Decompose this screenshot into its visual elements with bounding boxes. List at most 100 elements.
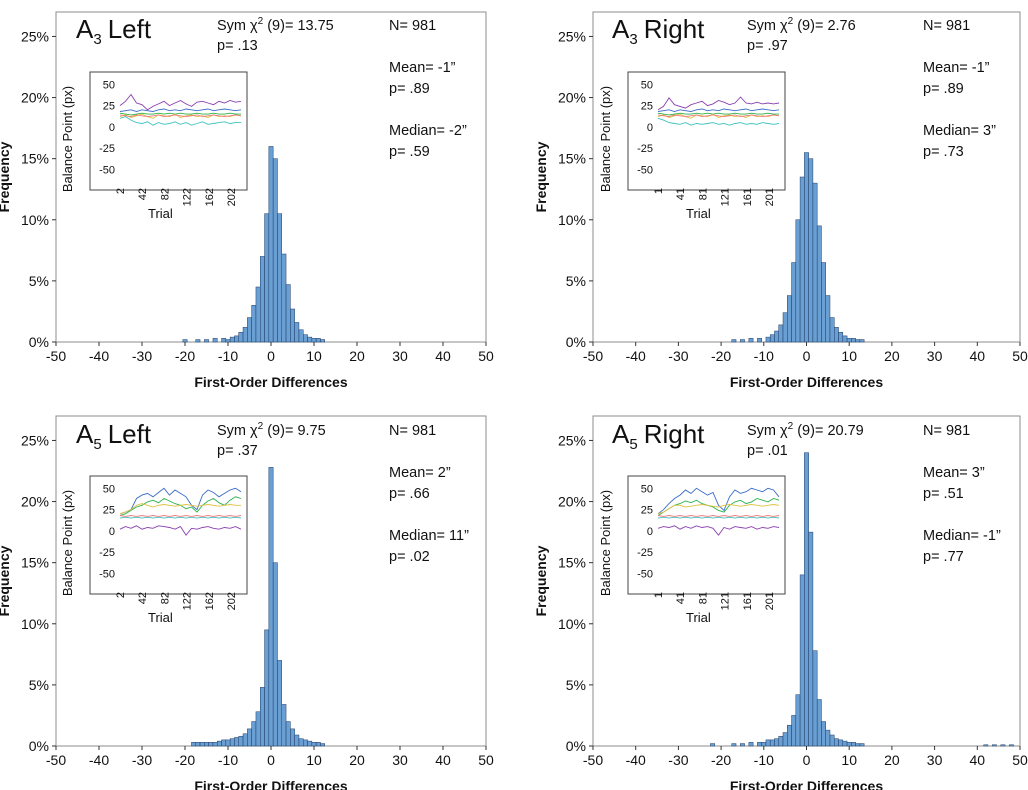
inset-x-tick-label: 202 — [226, 188, 238, 206]
inset-x-tick-label: 1 — [653, 592, 665, 598]
histogram-bar — [290, 308, 295, 343]
x-axis-title: First-Order Differences — [730, 778, 883, 790]
histogram-bar — [787, 724, 792, 747]
inset-series-line — [657, 515, 780, 517]
histogram-bar — [816, 225, 822, 343]
histogram-bar — [838, 331, 844, 343]
sym-superscript: 2 — [258, 421, 264, 432]
histogram-bar — [859, 743, 865, 747]
inset-x-tick-label: 202 — [226, 592, 238, 610]
histogram-bar — [255, 286, 261, 343]
inset-frame — [627, 475, 786, 595]
histogram-bar — [1009, 744, 1014, 747]
y-tick-label: 10% — [558, 616, 586, 632]
panel-A5-right: -50 -40 -30 -20 -10 0 10 20 30 40 500%5%10%15%20%2… — [533, 415, 1028, 790]
panel-label: A3 Left — [76, 14, 152, 48]
histogram-bar — [808, 158, 814, 343]
panel-label-main: A — [76, 14, 94, 44]
histogram-bar — [264, 213, 270, 343]
inset-series-line — [119, 114, 242, 118]
histogram-bar — [795, 219, 801, 343]
y-tick-label: 20% — [21, 494, 49, 510]
x-tick-label: -40 — [89, 752, 109, 768]
inset-x-tick-label: 1 — [653, 188, 665, 194]
histogram-bar — [757, 742, 762, 747]
histogram-bar — [1000, 744, 1006, 747]
inset-x-tick-label: 122 — [182, 592, 194, 610]
x-tick-label: 0 — [267, 348, 275, 364]
inset-y-tick-label: 25 — [641, 505, 653, 517]
sym-p-value: p= .13 — [217, 38, 258, 54]
panel-label-subscript: 3 — [629, 31, 637, 48]
inset-y-tick-label: 50 — [103, 483, 115, 495]
x-tick-label: -30 — [132, 348, 152, 364]
sym-p-value: p= .37 — [217, 443, 258, 459]
x-tick-label: 10 — [306, 752, 322, 768]
inset-x-tick-label: 162 — [204, 592, 216, 610]
inset-series-line — [119, 112, 241, 116]
x-tick-label: -50 — [583, 752, 603, 768]
inset-chart: -50 -25 0 25 50 2 42 82 122 162 202 Balance Point (… — [60, 475, 248, 625]
y-tick-label: 5% — [566, 677, 586, 693]
histogram-bar — [774, 330, 779, 343]
histogram-bar — [311, 338, 317, 343]
inset-y-tick-label: -50 — [637, 568, 653, 580]
histogram-bar — [298, 329, 304, 343]
histogram-bar — [285, 721, 291, 747]
histogram-bar — [221, 739, 227, 747]
n-value: N= 981 — [923, 423, 970, 439]
x-tick-label: -10 — [218, 752, 238, 768]
sym-chi-square: Sym χ2 (9)= 2.76 — [747, 16, 856, 34]
median-p-value: p= .59 — [389, 144, 430, 160]
histogram-bar — [778, 735, 784, 747]
inset-y-axis-title: Balance Point (px) — [598, 490, 613, 596]
histogram-bar — [315, 338, 321, 343]
x-tick-label: -50 — [46, 348, 66, 364]
histogram-bar — [787, 295, 792, 343]
histogram-bar — [195, 742, 201, 747]
histogram-bar — [799, 574, 805, 747]
y-tick-label: 0% — [566, 738, 586, 754]
histogram-bar — [315, 742, 321, 747]
y-tick-label: 5% — [566, 273, 586, 289]
panel-label-subscript: 3 — [93, 31, 101, 48]
inset-x-tick-label: 2 — [115, 188, 127, 194]
histogram-bar — [212, 338, 218, 343]
median-value: Median= -2” — [389, 123, 467, 139]
histogram-bar — [204, 742, 209, 747]
panel-label-main: A — [612, 419, 630, 449]
x-axis-title: First-Order Differences — [730, 374, 883, 390]
histogram-bar — [778, 324, 784, 343]
mean-p-value: p= .66 — [389, 486, 430, 502]
inset-x-tick-label: 82 — [159, 592, 171, 604]
histogram-bar — [774, 738, 779, 747]
histogram-bar — [825, 729, 831, 747]
panel-label: A5 Right — [612, 419, 705, 453]
histogram-bar — [221, 338, 227, 343]
x-tick-label: 40 — [970, 348, 986, 364]
x-tick-label: -20 — [175, 348, 195, 364]
sym-suffix: (9)= 2.76 — [793, 18, 855, 34]
histogram-bar — [242, 327, 248, 343]
histogram-bar — [782, 732, 788, 747]
histogram-bar — [303, 334, 308, 343]
y-axis-title: Frequency — [533, 141, 549, 212]
inset-x-tick-label: 41 — [675, 592, 687, 604]
panel-label-side: Right — [644, 419, 705, 449]
histogram-bar — [983, 744, 989, 747]
y-tick-label: 20% — [558, 494, 586, 510]
x-tick-label: -50 — [583, 348, 603, 364]
inset-series-line — [119, 515, 242, 517]
histogram-bar — [191, 742, 196, 747]
histogram-bar — [821, 262, 826, 343]
histogram-bar — [294, 322, 300, 343]
inset-x-tick-label: 81 — [697, 188, 709, 200]
inset-x-axis-title: Trial — [148, 206, 173, 221]
inset-x-axis-title: Trial — [686, 610, 711, 625]
histogram-bar — [277, 660, 283, 747]
histogram-bar — [247, 728, 252, 747]
mean-value: Mean= 2” — [389, 465, 451, 481]
y-tick-label: 5% — [29, 273, 49, 289]
y-tick-label: 15% — [21, 151, 49, 167]
histogram-bar — [821, 721, 826, 747]
